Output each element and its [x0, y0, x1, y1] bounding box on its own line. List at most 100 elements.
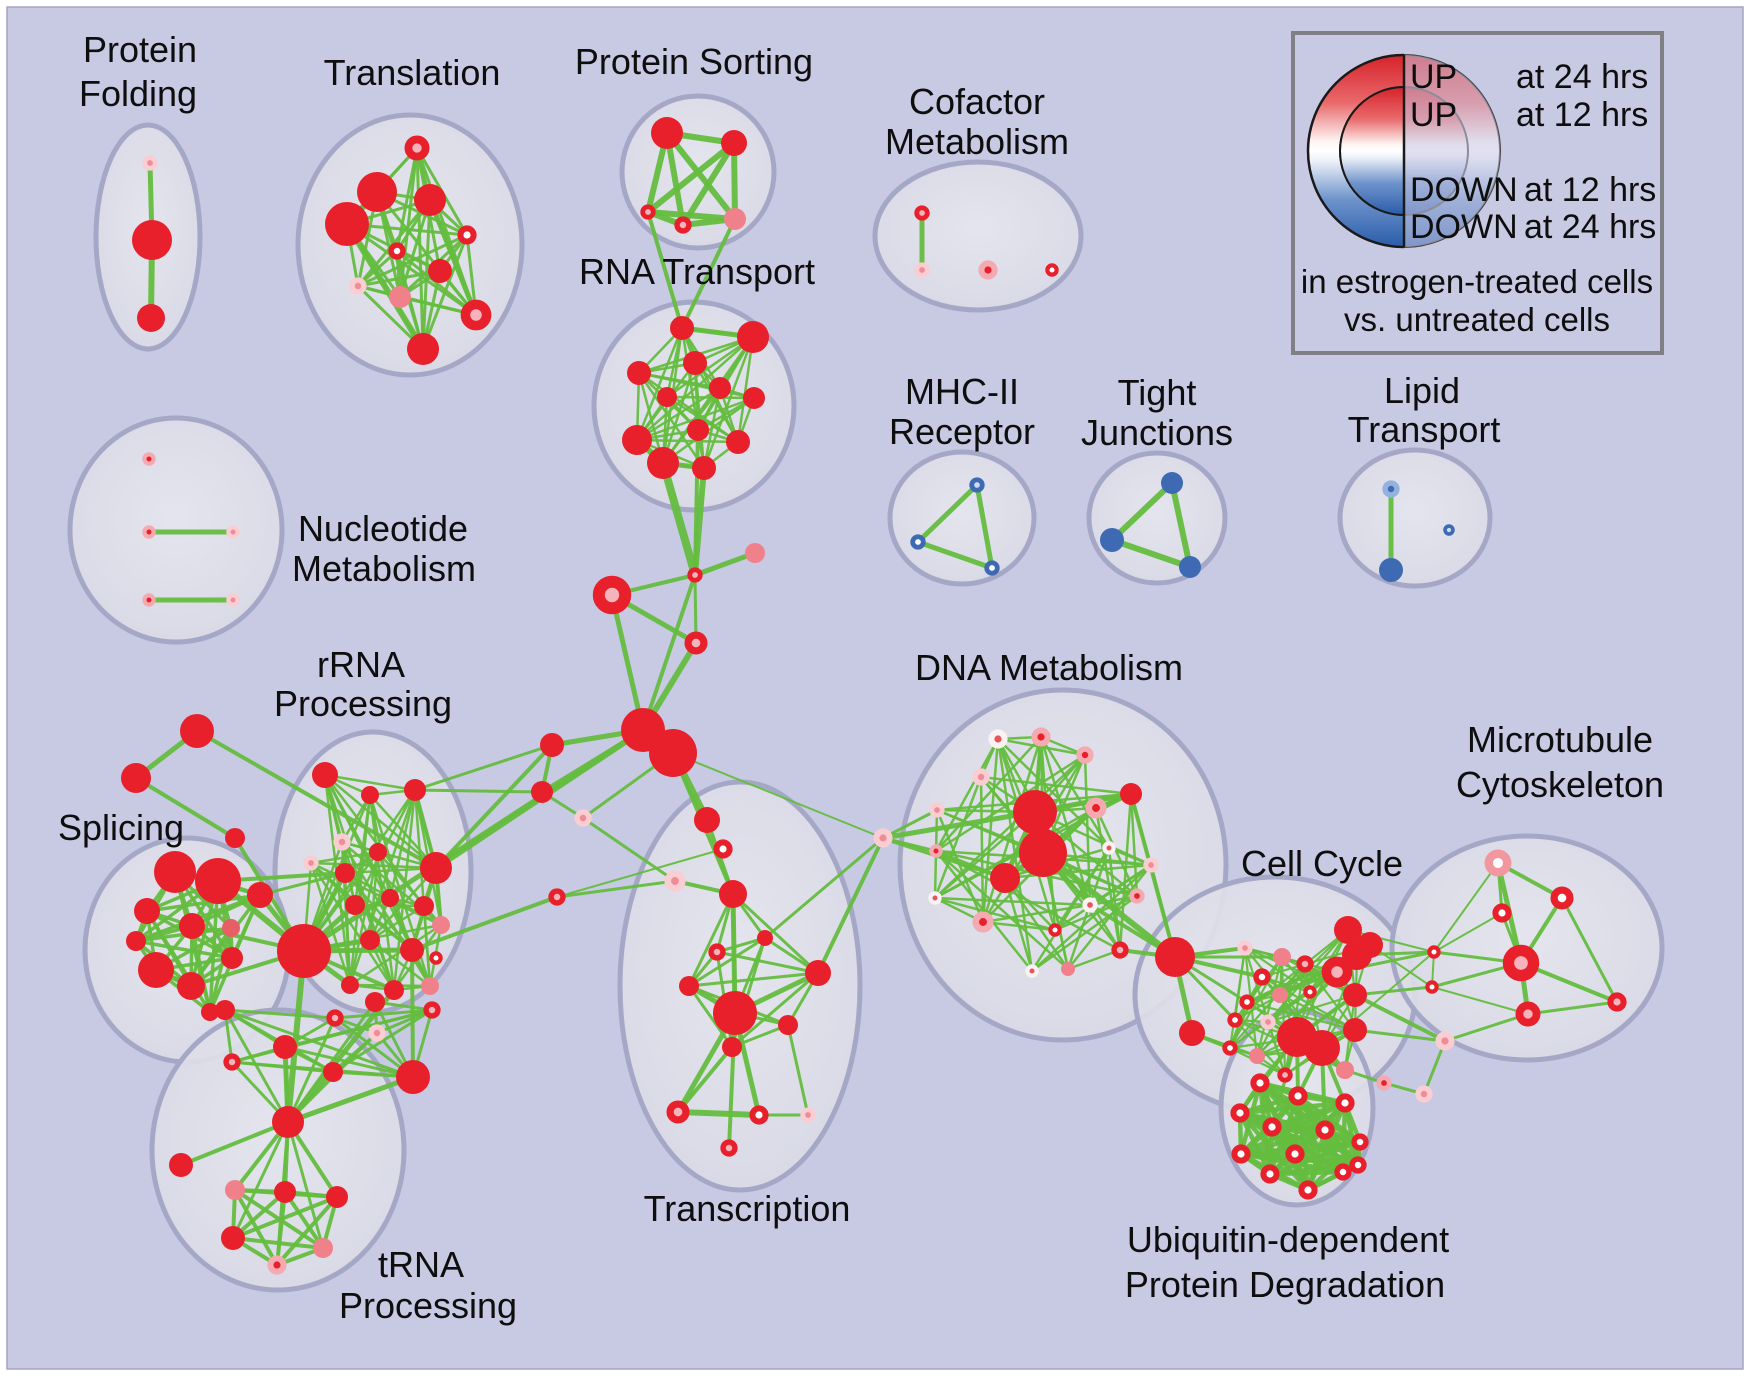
gene-node: [1492, 903, 1512, 923]
gene-node: [805, 960, 831, 986]
cluster-label-rna-transport: RNA Transport: [579, 251, 815, 292]
gene-node: [657, 387, 677, 407]
edge: [1228, 946, 1247, 1050]
gene-node: [972, 768, 990, 786]
gene-node: [369, 843, 387, 861]
edge: [556, 848, 724, 898]
gene-node: [154, 851, 196, 893]
cluster-label-transcription: Transcription: [644, 1188, 851, 1229]
edge: [1109, 537, 1193, 570]
gene-node: [531, 781, 553, 803]
edge: [368, 866, 438, 942]
cluster-ellipse-transcription: [617, 779, 863, 1193]
edge: [285, 987, 397, 1125]
gene-node: [1273, 948, 1291, 966]
edge: [223, 1008, 337, 1020]
gene-node: [1343, 983, 1367, 1007]
gene-node: [361, 786, 379, 804]
gene-node: [1427, 945, 1441, 959]
legend-row-time: at 24 hrs: [1524, 208, 1656, 246]
gene-node: [1155, 937, 1195, 977]
gene-node: [687, 419, 709, 441]
gene-node: [1321, 956, 1353, 988]
cluster-label-cofactor-metabolism: Metabolism: [885, 121, 1069, 162]
edge: [763, 836, 885, 940]
edge: [1169, 480, 1193, 570]
edge: [692, 550, 758, 578]
cluster-ellipse-lipid-transport: [1337, 447, 1493, 589]
legend-caption-line: vs. untreated cells: [1344, 301, 1610, 338]
gene-node: [1076, 746, 1094, 764]
gene-node: [177, 972, 205, 1000]
edge: [635, 438, 740, 444]
gene-node: [1277, 1067, 1293, 1083]
edge: [1353, 993, 1447, 1043]
gene-node: [1425, 980, 1439, 994]
gene-node: [137, 304, 165, 332]
edge: [915, 539, 995, 571]
gene-node: [384, 980, 404, 1000]
edge: [1255, 955, 1284, 1058]
gene-node: [914, 262, 930, 278]
gene-node: [1048, 923, 1062, 937]
edge: [1030, 894, 1139, 973]
edge: [637, 371, 706, 470]
gene-node: [1082, 897, 1098, 913]
gene-node: [1334, 1163, 1352, 1181]
gene-node: [313, 1238, 333, 1258]
gene-node: [1484, 849, 1512, 877]
gene-node: [683, 351, 707, 375]
gene-node: [1025, 964, 1039, 978]
gene-node: [674, 216, 692, 234]
gene-node: [749, 1105, 769, 1125]
edge: [996, 737, 1111, 850]
gene-node: [388, 242, 406, 260]
cluster-label-dna-metabolism: DNA Metabolism: [915, 647, 1183, 688]
gene-node: [132, 220, 172, 260]
gene-node: [1161, 472, 1183, 494]
edge: [981, 903, 1092, 924]
edge: [659, 459, 699, 579]
gene-node: [381, 889, 399, 907]
gene-node: [429, 951, 443, 965]
gene-node: [225, 828, 245, 848]
cluster-label-tight-junctions: Tight: [1118, 372, 1197, 413]
edge: [340, 840, 438, 870]
edge: [368, 850, 380, 942]
gene-node: [1343, 1018, 1367, 1042]
edge: [1003, 863, 1153, 880]
gene-node: [400, 938, 424, 962]
gene-node: [457, 225, 477, 245]
edge: [665, 335, 755, 399]
legend-row-direction: DOWN: [1410, 208, 1518, 246]
edge: [641, 573, 697, 732]
gene-node: [247, 882, 273, 908]
gene-node: [800, 1107, 816, 1123]
gene-node: [323, 1062, 343, 1082]
gene-node: [357, 172, 397, 212]
cluster-label-trna-processing: Processing: [339, 1285, 517, 1326]
edge: [1266, 990, 1312, 1024]
gene-node: [225, 1180, 245, 1200]
gene-node: [722, 1037, 742, 1057]
edge: [421, 233, 469, 351]
gene-node: [226, 593, 240, 607]
edge: [1433, 862, 1499, 953]
gene-node: [180, 714, 214, 748]
gene-node: [121, 763, 151, 793]
gene-node: [303, 855, 319, 871]
edge: [635, 396, 756, 442]
gene-node: [407, 333, 439, 365]
gene-node: [1335, 1093, 1355, 1113]
gene-node: [1222, 1040, 1238, 1056]
cluster-label-rrna-processing: rRNA: [317, 644, 405, 685]
cluster-label-microtubule-cytoskeleton: Microtubule: [1467, 719, 1653, 760]
legend-row-direction: UP: [1410, 58, 1457, 96]
edge: [323, 773, 417, 792]
gene-node: [928, 891, 942, 905]
edge: [665, 395, 740, 444]
gene-node: [404, 779, 426, 801]
edge: [1353, 985, 1434, 997]
edge: [672, 752, 884, 839]
